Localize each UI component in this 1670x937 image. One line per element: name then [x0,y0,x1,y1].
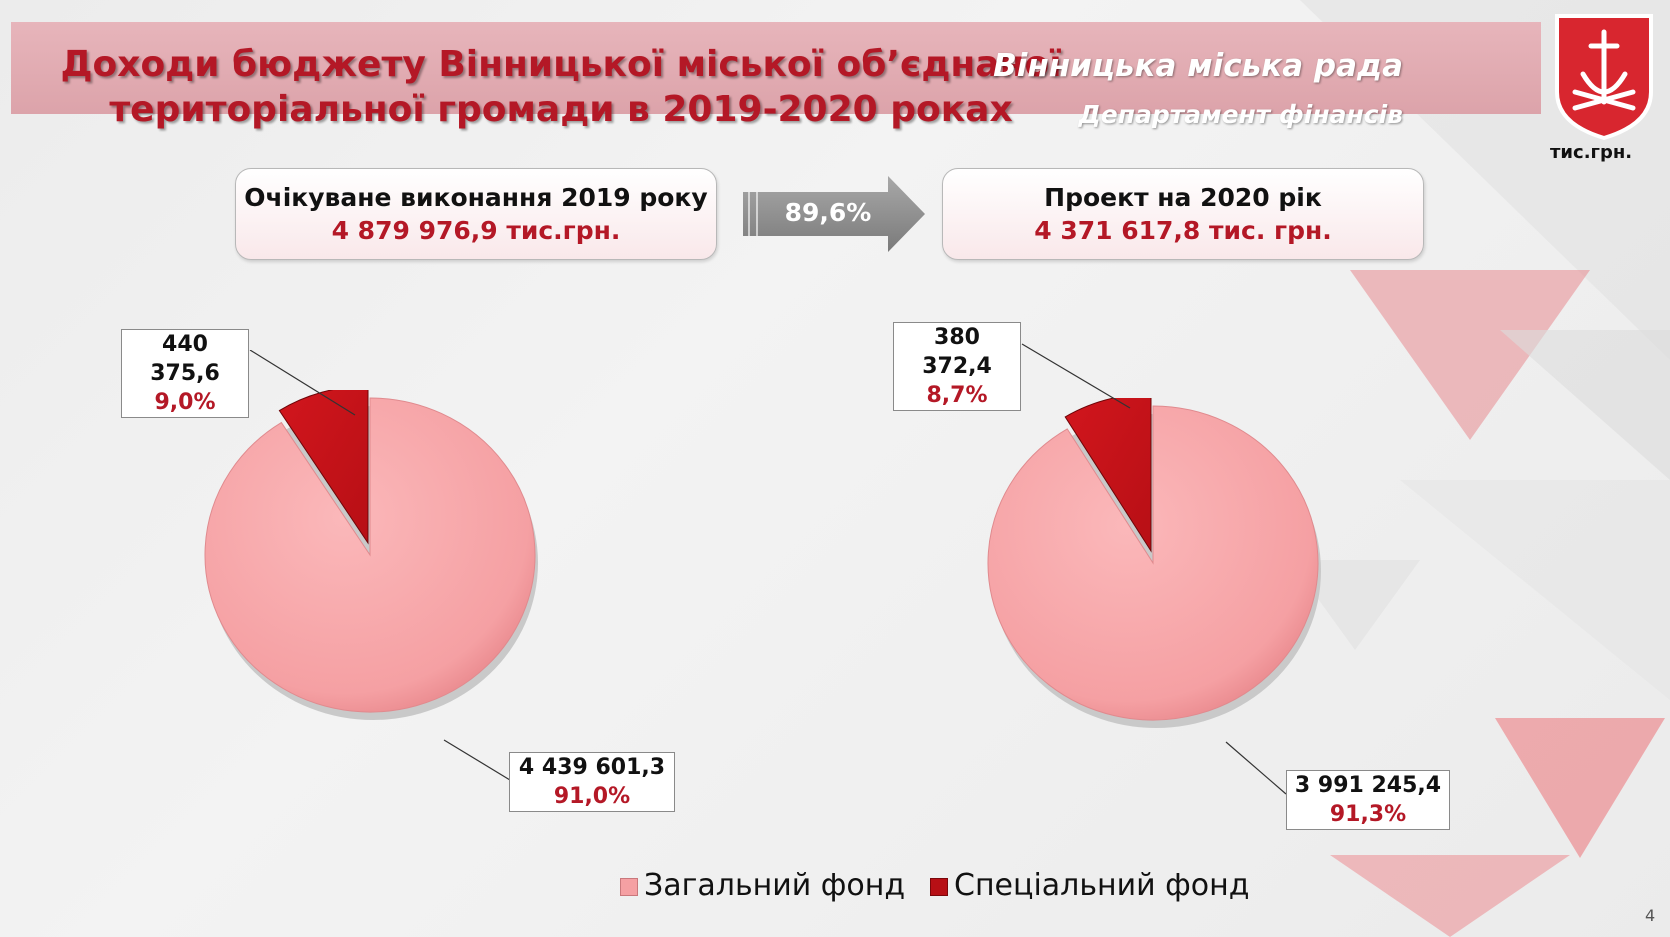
pie-slice-general-fund [987,405,1319,721]
value-label-general-2020: 3 991 245,4 [1294,773,1442,798]
callout-special-2019: 440 375,6 9,0% [121,329,249,418]
legend-item-general: Загальний фонд [620,868,905,903]
percent-label-general-2020: 91,3% [1329,802,1407,827]
slide-title: Доходи бюджету Вінницької міської об’єдн… [60,44,1062,130]
summary-box-2020: Проект на 2020 рік 4 371 617,8 тис. грн. [942,168,1424,260]
legend-item-special: Спеціальний фонд [930,868,1250,903]
pie-chart-2019 [204,390,538,720]
percent-label-special-2019: 9,0% [154,390,216,415]
value-label-general-2019: 4 439 601,3 [518,755,666,780]
summary-2020-label: Проект на 2020 рік [1044,183,1322,212]
pie-chart-2020 [987,398,1321,728]
arrow-right-icon [743,176,925,252]
pie-slice-general-fund [204,397,536,713]
change-percent: 89,6% [784,198,872,227]
legend-label-special: Спеціальний фонд [954,868,1250,903]
leader-line-special-2019 [249,350,356,416]
department-name: Департамент фінансів [1078,100,1403,129]
pie-slice-special-fund [1064,398,1152,553]
summary-box-2019: Очікуване виконання 2019 року 4 879 976,… [235,168,717,260]
legend-swatch-special [930,877,948,896]
value-label-special-2020: 380 372,4 [922,325,992,379]
value-label-special-2019: 440 375,6 [150,332,220,386]
summary-2019-value: 4 879 976,9 тис.грн. [331,216,621,245]
pie-slice-special-fund [278,390,369,545]
summary-2020-value: 4 371 617,8 тис. грн. [1034,216,1332,245]
legend-label-general: Загальний фонд [644,868,906,903]
callout-special-2020: 380 372,4 8,7% [893,322,1021,411]
summary-2019-label: Очікуване виконання 2019 року [244,183,708,212]
leader-line-general-2020 [1225,741,1287,795]
percent-label-special-2020: 8,7% [926,383,988,408]
units-label: тис.грн. [1550,142,1633,163]
leader-line-special-2020 [1021,343,1131,409]
callout-general-2020: 3 991 245,4 91,3% [1286,770,1450,830]
percent-label-general-2019: 91,0% [553,784,631,809]
page-number: 4 [1645,906,1656,925]
leader-line-general-2019 [443,739,511,781]
legend-swatch-general [620,877,638,896]
title-banner: Доходи бюджету Вінницької міської об’єдн… [11,22,1541,130]
org-name: Вінницька міська рада [993,48,1403,84]
city-emblem-icon [1555,14,1653,141]
callout-general-2019: 4 439 601,3 91,0% [509,752,675,812]
